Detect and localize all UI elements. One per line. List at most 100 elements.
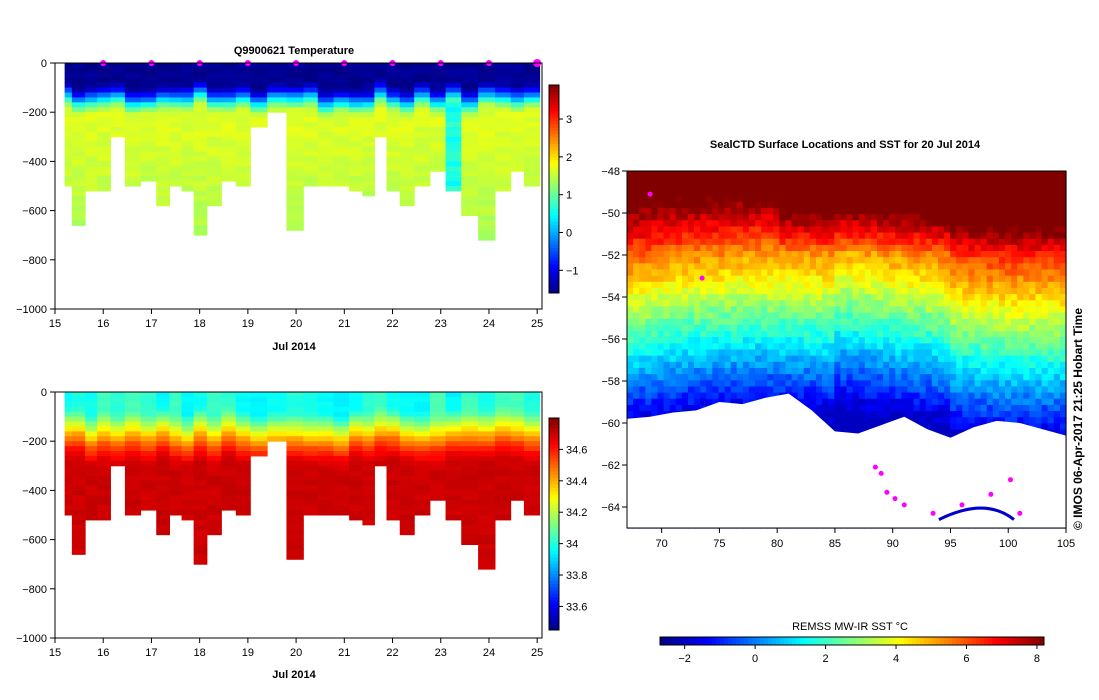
heatmap-cell: [71, 166, 86, 172]
heatmap-cell: [523, 161, 541, 167]
sst-cell: [724, 177, 732, 184]
sst-cell: [755, 275, 762, 283]
heatmap-cell: [193, 392, 208, 398]
heatmap-cell: [478, 235, 496, 241]
heatmap-cell: [317, 161, 334, 167]
sst-cell: [913, 171, 921, 178]
heatmap-cell: [71, 495, 86, 501]
sst-cell: [822, 220, 829, 227]
sst-cell: [687, 244, 695, 252]
sst-cell: [803, 281, 811, 289]
colorbar-tick-label: 34: [566, 539, 578, 551]
sst-cell: [736, 207, 744, 215]
heatmap-cell: [156, 396, 171, 403]
sst-cell: [864, 183, 872, 191]
heatmap-cell: [206, 480, 222, 486]
colorbar-swatch: [549, 98, 559, 102]
sst-cell: [828, 367, 835, 375]
sst-cell: [950, 183, 957, 191]
sst-cell: [907, 306, 915, 314]
heatmap-cell: [193, 495, 208, 501]
heatmap-cell: [429, 151, 447, 157]
sst-cell: [925, 318, 933, 326]
heatmap-cell: [494, 82, 512, 89]
heatmap-cell: [71, 215, 86, 221]
sst-cell: [687, 275, 695, 283]
sst-cell: [706, 287, 713, 295]
heatmap-cell: [286, 392, 304, 398]
heatmap-cell: [414, 117, 431, 123]
sst-cell: [748, 220, 756, 227]
sst-cell: [627, 398, 634, 406]
sst-cell: [700, 337, 707, 344]
sst-cell: [663, 324, 671, 332]
heatmap-cell: [124, 63, 142, 69]
heatmap-cell: [235, 136, 251, 143]
sst-cell: [755, 171, 762, 178]
sst-cell: [816, 331, 823, 338]
heatmap-cell: [110, 92, 126, 98]
sst-cell: [828, 195, 835, 203]
sst-cell: [742, 244, 750, 252]
sst-cell: [913, 183, 921, 191]
heatmap-cell: [235, 436, 251, 442]
sst-cell: [828, 398, 835, 406]
sst-cell: [633, 189, 640, 197]
heatmap-cell: [235, 77, 251, 84]
sst-cell: [816, 269, 823, 277]
sst-cell: [657, 331, 665, 338]
heatmap-cell: [193, 122, 208, 128]
heatmap-cell: [71, 392, 86, 398]
sst-cell: [797, 386, 805, 394]
sst-cell: [657, 251, 665, 258]
sst-cell: [627, 337, 634, 344]
heatmap-cell: [461, 67, 479, 74]
heatmap-cell: [429, 490, 447, 496]
colorbar-swatch: [549, 570, 559, 575]
heatmap-cell: [399, 166, 415, 172]
heatmap-cell: [478, 126, 496, 133]
heatmap-cell: [414, 505, 431, 511]
heatmap-cell: [267, 411, 287, 418]
sst-cell: [718, 251, 726, 258]
sst-cell: [822, 367, 829, 375]
heatmap-cell: [286, 190, 304, 197]
heatmap-cell: [286, 510, 304, 516]
heatmap-cell: [461, 396, 479, 403]
sst-cell: [925, 380, 933, 388]
heatmap-cell: [478, 559, 496, 565]
heatmap-cell: [386, 426, 401, 432]
sst-cell: [712, 398, 720, 406]
heatmap-cell: [64, 455, 73, 462]
sst-cell: [913, 287, 921, 295]
sst-cell: [889, 189, 896, 197]
sst-cell: [645, 337, 652, 344]
sst-cell: [681, 195, 689, 203]
sst-cell: [651, 226, 659, 234]
heatmap-cell: [362, 171, 375, 177]
sst-cell: [651, 257, 659, 264]
sst-cell: [822, 257, 829, 264]
heatmap-cell: [71, 529, 86, 536]
heatmap-cell: [523, 490, 541, 496]
sst-cell: [730, 183, 738, 191]
colorbar-swatch: [549, 140, 559, 144]
sst-cell: [937, 177, 945, 184]
sst-cell: [925, 374, 933, 381]
sst-cell: [797, 287, 805, 295]
heatmap-cell: [181, 446, 195, 452]
sst-cell: [919, 177, 927, 184]
heatmap-cell: [85, 475, 98, 482]
heatmap-cell: [374, 436, 387, 442]
heatmap-cell: [286, 161, 304, 167]
sst-cell: [858, 238, 866, 246]
sst-cell: [669, 275, 677, 283]
sst-cell: [748, 226, 756, 234]
sst-cell: [633, 349, 640, 357]
heatmap-cell: [156, 411, 171, 418]
heatmap-cell: [206, 392, 222, 398]
heatmap-cell: [303, 176, 319, 182]
sst-cell: [633, 355, 640, 363]
heatmap-cell: [303, 117, 319, 123]
sst-cell: [675, 244, 683, 252]
